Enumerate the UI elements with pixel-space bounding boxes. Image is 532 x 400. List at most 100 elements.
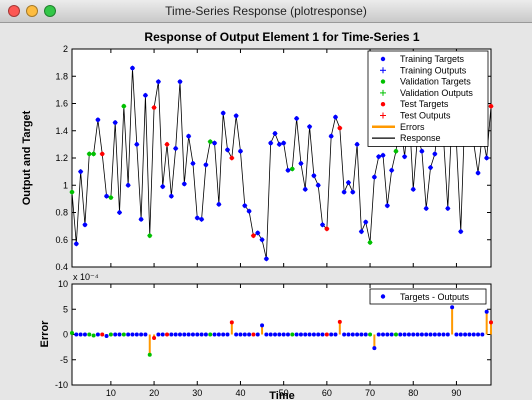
- error-point: [221, 332, 226, 337]
- error-point: [216, 332, 221, 337]
- error-point: [294, 332, 299, 337]
- error-exponent-label: x 10⁻⁴: [73, 272, 99, 282]
- error-xtick-label: 50: [279, 388, 289, 398]
- error-point: [316, 332, 321, 337]
- response-ylabel: Output and Target: [21, 110, 33, 205]
- close-button[interactable]: [8, 5, 20, 17]
- legend-label: Training Outputs: [400, 65, 467, 75]
- error-point: [260, 323, 265, 328]
- legend-label: Training Targets: [400, 54, 465, 64]
- error-point: [311, 332, 316, 337]
- error-point: [87, 332, 92, 337]
- error-point: [381, 332, 386, 337]
- error-xtick-label: 20: [149, 388, 159, 398]
- minimize-button[interactable]: [26, 5, 38, 17]
- error-point: [143, 332, 148, 337]
- error-point: [242, 332, 247, 337]
- error-xtick-label: 70: [365, 388, 375, 398]
- error-point: [113, 332, 118, 337]
- error-point: [355, 332, 360, 337]
- error-point: [182, 332, 187, 337]
- error-point: [169, 332, 174, 337]
- error-point: [320, 332, 325, 337]
- window-title: Time-Series Response (plotresponse): [165, 4, 367, 18]
- error-xtick-label: 80: [408, 388, 418, 398]
- error-point: [264, 332, 269, 337]
- error-point: [303, 332, 308, 337]
- error-point: [406, 332, 411, 337]
- error-point: [121, 332, 126, 337]
- error-point: [203, 332, 208, 337]
- error-point: [458, 332, 463, 337]
- error-point: [78, 332, 83, 337]
- error-point: [437, 332, 442, 337]
- response-ytick-label: 1.4: [55, 126, 68, 136]
- error-point: [398, 332, 403, 337]
- error-point: [441, 332, 446, 337]
- error-point: [432, 332, 437, 337]
- error-point: [234, 332, 239, 337]
- error-point: [359, 332, 364, 337]
- error-xtick-label: 60: [322, 388, 332, 398]
- error-point: [147, 352, 152, 357]
- error-point: [130, 332, 135, 337]
- legend-marker-dot: [380, 294, 386, 299]
- error-point: [333, 332, 338, 337]
- error-point: [251, 332, 256, 337]
- error-point: [372, 346, 377, 351]
- error-ticks: -10 -5 0 5 10 10 20 30 40 50 60 70 80 90: [55, 279, 491, 398]
- error-point: [402, 332, 407, 337]
- error-point: [74, 332, 79, 337]
- error-point: [342, 332, 347, 337]
- error-point: [238, 332, 243, 337]
- error-point: [454, 332, 459, 337]
- error-point: [139, 332, 144, 337]
- error-series: [70, 305, 493, 357]
- error-point: [104, 334, 109, 339]
- legend-box: [367, 50, 489, 147]
- error-point: [190, 332, 195, 337]
- plot-canvas: Response of Output Element 1 for Time-Se…: [21, 30, 494, 400]
- error-point: [350, 332, 355, 337]
- error-point: [419, 332, 424, 337]
- error-point: [489, 320, 493, 325]
- error-point: [346, 332, 351, 337]
- legend-box: [369, 288, 487, 305]
- error-point: [247, 332, 252, 337]
- legend-label: Test Targets: [400, 99, 449, 109]
- error-point: [298, 332, 303, 337]
- response-ytick-label: 1: [63, 180, 68, 190]
- error-point: [285, 332, 290, 337]
- error-point: [376, 332, 381, 337]
- error-point: [156, 332, 161, 337]
- error-point: [476, 332, 481, 337]
- error-point: [165, 332, 170, 337]
- error-legend: Targets - Outputs: [369, 288, 487, 305]
- error-point: [467, 332, 472, 337]
- maximize-button[interactable]: [44, 5, 56, 17]
- response-ytick-label: 0.6: [55, 235, 68, 245]
- legend-label: Targets - Outputs: [400, 292, 470, 302]
- legend-label: Validation Outputs: [400, 88, 473, 98]
- error-xtick-label: 40: [235, 388, 245, 398]
- error-point: [225, 332, 230, 337]
- error-point: [229, 320, 234, 325]
- error-point: [484, 309, 489, 314]
- error-point: [212, 332, 217, 337]
- error-point: [411, 332, 416, 337]
- error-point: [480, 332, 485, 337]
- error-point: [195, 332, 200, 337]
- error-ytick-label: 5: [63, 304, 68, 314]
- error-point: [108, 332, 113, 337]
- error-point: [415, 332, 420, 337]
- error-point: [337, 319, 342, 324]
- error-point: [445, 332, 450, 337]
- error-ytick-label: -10: [55, 380, 68, 390]
- response-ticks: 0.4 0.6 0.8 1 1.2 1.4 1.6 1.8 2: [55, 44, 491, 272]
- error-point: [255, 332, 260, 337]
- error-point: [199, 332, 204, 337]
- error-xlabel: Time: [269, 390, 294, 400]
- error-point: [273, 332, 278, 337]
- error-xtick-label: 10: [106, 388, 116, 398]
